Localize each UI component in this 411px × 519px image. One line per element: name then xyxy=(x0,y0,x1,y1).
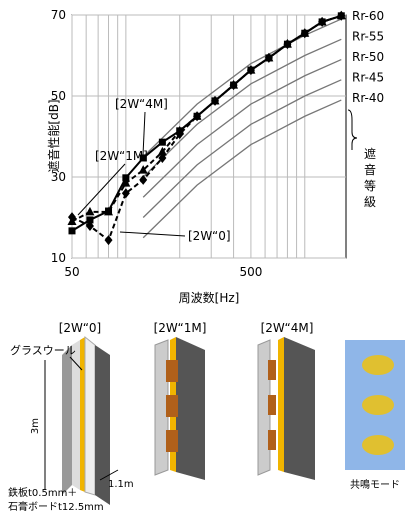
panel-side xyxy=(62,345,72,495)
legend-label: Rr-60 xyxy=(352,9,384,23)
panel-board xyxy=(85,337,95,495)
mass xyxy=(268,430,276,450)
panel-board xyxy=(176,337,205,480)
marker xyxy=(85,207,94,216)
legend-label: Rr-55 xyxy=(352,30,384,44)
legend-label: Rr-40 xyxy=(352,91,384,105)
x-tick-label: 500 xyxy=(239,265,262,279)
series-annotation: [2W“0] xyxy=(188,229,231,243)
y-tick-label: 50 xyxy=(51,89,66,103)
y-axis-label: 遮音性能[dB] xyxy=(46,99,61,172)
panel-board xyxy=(72,340,80,490)
annotation-arrow xyxy=(120,232,185,236)
y-tick-label: 10 xyxy=(51,251,66,265)
mode-lobe xyxy=(362,355,394,375)
legend-label: Rr-45 xyxy=(352,71,384,85)
series-line xyxy=(72,16,341,240)
mode-lobe xyxy=(362,435,394,455)
marker xyxy=(159,139,166,146)
x-axis-label: 周波数[Hz] xyxy=(179,290,240,305)
mass xyxy=(166,360,178,382)
legend-label: Rr-50 xyxy=(352,50,384,64)
figure: 遮音性能[dB] 周波数[Hz] 遮音等級 [2W“0] [2W“1M] [2W… xyxy=(0,0,411,515)
group-label-char: 遮 xyxy=(364,146,376,161)
mass xyxy=(166,395,178,417)
reference-curve xyxy=(143,39,341,177)
annotation: 鉄板t0.5mm＋ xyxy=(8,486,77,499)
y-tick-label: 70 xyxy=(51,8,66,22)
group-label-char: 音 xyxy=(364,162,376,177)
annotation: 共鳴モード xyxy=(350,478,400,491)
series-annotation: [2W“1M] xyxy=(95,149,148,163)
series-line xyxy=(72,16,341,231)
annotation: 3m xyxy=(30,418,41,434)
diagrams: [2W“0] [2W“1M] [2W“4M] グラスウール 3m 1.1m 鉄板… xyxy=(8,321,405,513)
marker xyxy=(105,235,113,245)
annotation: 石膏ボードt12.5mm xyxy=(8,500,104,513)
x-tick-label: 50 xyxy=(64,265,79,279)
marker xyxy=(69,227,76,234)
panel-label: [2W“4M] xyxy=(261,321,314,335)
panel-label: [2W“1M] xyxy=(154,321,207,335)
mass xyxy=(166,430,178,452)
annotation: グラスウール xyxy=(10,343,76,357)
annotation: 1.1m xyxy=(108,479,134,490)
panel-board xyxy=(284,337,315,480)
panel-label: [2W“0] xyxy=(59,321,102,335)
glass-wool xyxy=(80,337,85,492)
brace xyxy=(348,110,357,150)
marker xyxy=(122,188,130,198)
mass xyxy=(268,360,276,380)
group-label-char: 級 xyxy=(364,195,376,209)
mode-lobe xyxy=(362,395,394,415)
y-tick-label: 30 xyxy=(51,170,66,184)
glass-wool xyxy=(278,337,284,472)
mass xyxy=(268,395,276,415)
series-annotation: [2W“4M] xyxy=(115,97,168,111)
marker xyxy=(139,175,147,185)
group-label-char: 等 xyxy=(364,179,376,193)
